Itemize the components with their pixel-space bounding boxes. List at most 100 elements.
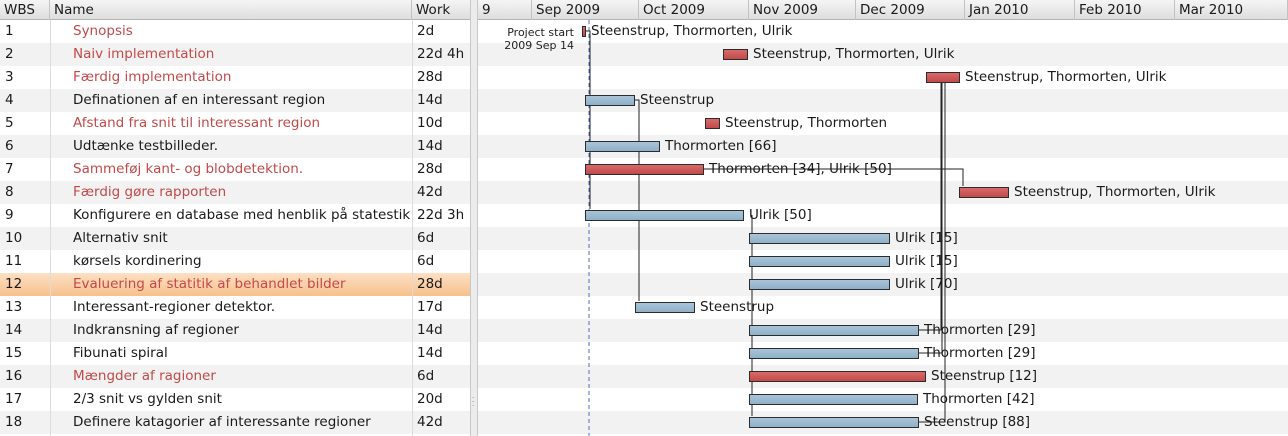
task-work: 22d 3h <box>417 207 465 223</box>
task-row[interactable]: 17 2/3 snit vs gylden snit 20d <box>0 388 470 411</box>
project-start-label: Project start 2009 Sep 14 <box>488 26 574 52</box>
task-bar-label: Thormorten [29] <box>924 322 1036 338</box>
task-bar[interactable] <box>585 95 635 106</box>
task-row[interactable]: 13 Interessant-regioner detektor. 17d <box>0 296 470 319</box>
task-work: 14d <box>417 138 443 154</box>
dependency-arrow <box>919 83 946 423</box>
month-header: Jan 2010 <box>965 0 1075 20</box>
task-bar-label: Ulrik [15] <box>895 253 958 269</box>
name-column-header[interactable]: Name <box>50 0 412 20</box>
task-row[interactable]: 11 kørsels kordinering 6d <box>0 250 470 273</box>
task-name: Fibunati spiral <box>73 345 168 361</box>
task-wbs: 14 <box>5 322 23 338</box>
task-bar-label: Thormorten [66] <box>665 138 777 154</box>
column-divider <box>412 20 413 436</box>
task-row[interactable]: 3 Færdig implementation 28d <box>0 66 470 89</box>
task-row[interactable]: 8 Færdig gøre rapporten 42d <box>0 181 470 204</box>
splitter-grip-icon: ⁚ ⁚ <box>472 396 475 408</box>
month-header: Dec 2009 <box>856 0 965 20</box>
dependency-arrow <box>919 83 942 331</box>
task-row[interactable]: 12 Evaluering af statitik af behandlet bi… <box>0 273 470 296</box>
work-column-header[interactable]: Work <box>416 2 451 18</box>
task-bar-label: Steenstrup, Thormorten, Ulrik <box>1014 184 1216 200</box>
dependency-arrow <box>704 168 964 186</box>
task-row[interactable]: 6 Udtænke testbilleder. 14d <box>0 135 470 158</box>
task-bar[interactable] <box>926 72 960 83</box>
task-bar[interactable] <box>749 371 926 382</box>
task-bar[interactable] <box>749 325 919 336</box>
chart-row <box>478 43 1288 66</box>
task-bar[interactable] <box>749 256 890 267</box>
task-wbs: 9 <box>5 207 14 223</box>
task-bar[interactable] <box>749 394 918 405</box>
task-row[interactable]: 2 Naiv implementation 22d 4h <box>0 43 470 66</box>
task-bar[interactable] <box>705 118 720 129</box>
dependency-links <box>586 20 964 436</box>
task-wbs: 2 <box>5 46 14 62</box>
column-divider <box>50 20 51 436</box>
task-bar-label: Steenstrup, Thormorten, Ulrik <box>965 69 1167 85</box>
task-row[interactable]: 15 Fibunati spiral 14d <box>0 342 470 365</box>
task-bar-label: Steenstrup, Thormorten, Ulrik <box>753 46 955 62</box>
task-name: 2/3 snit vs gylden snit <box>73 391 222 407</box>
task-name: Mængder af ragioner <box>73 368 216 384</box>
task-wbs: 15 <box>5 345 23 361</box>
task-bar-label: Ulrik [50] <box>749 207 812 223</box>
task-wbs: 11 <box>5 253 23 269</box>
task-bar[interactable] <box>749 348 919 359</box>
task-bar[interactable] <box>582 26 586 37</box>
task-bar-label: Thormorten [42] <box>923 391 1035 407</box>
task-bar[interactable] <box>749 233 890 244</box>
task-wbs: 3 <box>5 69 14 85</box>
chart-row <box>478 135 1288 158</box>
task-name: Interessant-regioner detektor. <box>73 299 276 315</box>
task-row[interactable]: 16 Mængder af ragioner 6d <box>0 365 470 388</box>
task-work: 17d <box>417 299 443 315</box>
dependency-arrow <box>919 83 943 354</box>
month-header: Sep 2009 <box>532 0 639 20</box>
dependency-arrow <box>635 99 640 301</box>
chart-row <box>478 89 1288 112</box>
task-bar[interactable] <box>749 417 919 428</box>
task-bar-label: Thormorten [29] <box>924 345 1036 361</box>
task-bar[interactable] <box>635 302 695 313</box>
task-name: Sammeføj kant- og blobdetektion. <box>73 161 304 177</box>
task-row[interactable]: 5 Afstand fra snit til interessant region… <box>0 112 470 135</box>
task-bar[interactable] <box>585 210 744 221</box>
task-work: 14d <box>417 322 443 338</box>
task-name: Evaluering af statitik af behandlet bild… <box>73 276 346 292</box>
task-row[interactable]: 18 Definere katagorier af interessante re… <box>0 411 470 434</box>
task-work: 6d <box>417 368 435 384</box>
task-row[interactable]: 1 Synopsis 2d <box>0 20 470 43</box>
task-bar[interactable] <box>585 164 704 175</box>
task-row[interactable]: 7 Sammeføj kant- og blobdetektion. 28d <box>0 158 470 181</box>
task-bar[interactable] <box>749 279 890 290</box>
task-row[interactable]: 4 Definationen af en interessant region 14… <box>0 89 470 112</box>
task-work: 28d <box>417 276 443 292</box>
task-wbs: 16 <box>5 368 23 384</box>
task-row[interactable]: 10 Alternativ snit 6d <box>0 227 470 250</box>
task-bar[interactable] <box>959 187 1009 198</box>
wbs-column-header[interactable]: WBS <box>0 0 50 20</box>
task-name: Definationen af en interessant region <box>73 92 326 108</box>
task-bar-label: Steenstrup, Thormorten, Ulrik <box>591 23 793 39</box>
month-header: Oct 2009 <box>639 0 749 20</box>
task-wbs: 7 <box>5 161 14 177</box>
task-row[interactable]: 14 Indkransning af regioner 14d <box>0 319 470 342</box>
task-bar-label: Steenstrup <box>700 299 775 315</box>
gantt-chart: 9 Sep 2009 Oct 2009 Nov 2009 Dec 2009 Jan 201… <box>478 0 1288 436</box>
task-work: 14d <box>417 345 443 361</box>
task-name: kørsels kordinering <box>73 253 202 269</box>
task-work: 2d <box>417 23 435 39</box>
task-name: Alternativ snit <box>73 230 168 246</box>
task-bar[interactable] <box>723 49 748 60</box>
task-wbs: 13 <box>5 299 23 315</box>
task-name: Indkransning af regioner <box>73 322 239 338</box>
task-bar-label: Thormorten [34], Ulrik [50] <box>709 161 892 177</box>
task-work: 42d <box>417 414 443 430</box>
task-work: 42d <box>417 184 443 200</box>
task-row[interactable]: 9 Konfigurere en database med henblik på … <box>0 204 470 227</box>
task-bar[interactable] <box>585 141 660 152</box>
pane-splitter[interactable]: ⁚ ⁚ <box>470 0 478 436</box>
task-work: 6d <box>417 230 435 246</box>
